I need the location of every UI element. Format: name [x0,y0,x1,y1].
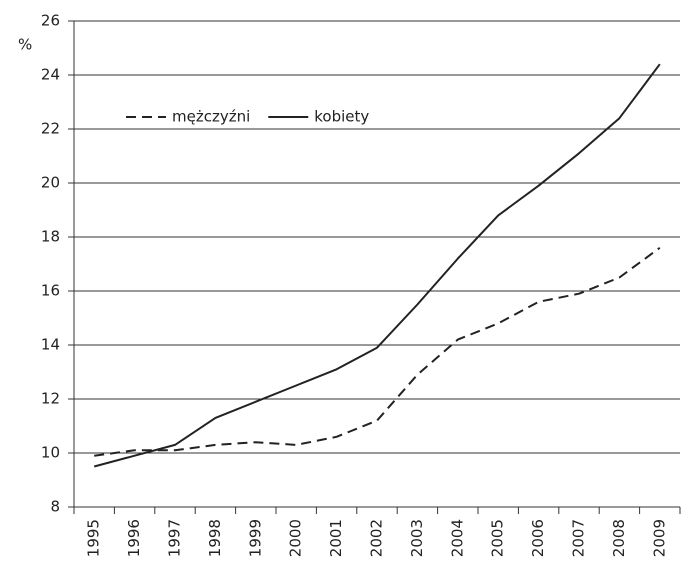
y-tick-label: 26 [41,12,60,30]
y-tick-label: 10 [41,444,60,462]
y-tick-label: 14 [41,336,60,354]
series-line [94,246,661,457]
x-tick-label: 1999 [246,519,264,557]
x-tick-label: 1995 [85,519,103,557]
x-tick-label: 2003 [408,519,426,557]
legend-label: kobiety [314,108,369,126]
series-line [93,63,661,468]
x-tick-label: 2006 [529,519,547,557]
x-tick-label: 2000 [287,519,305,557]
x-tick-label: 2001 [327,519,345,557]
x-tick-label: 2008 [610,519,628,557]
y-tick-label: 22 [41,120,60,138]
x-tick-label: 2004 [448,519,466,557]
y-tick-label: 24 [41,66,60,84]
y-tick-label: 16 [41,282,60,300]
x-tick-label: 1998 [206,519,224,557]
x-tick-label: 1996 [125,519,143,557]
x-tick-label: 2009 [650,519,668,557]
y-tick-label: 18 [41,228,60,246]
y-tick-label: 12 [41,390,60,408]
y-tick-label: 8 [50,498,60,516]
x-tick-label: 2007 [570,519,588,557]
x-tick-label: 2005 [489,519,507,557]
x-tick-label: 1997 [166,519,184,557]
y-tick-label: 20 [41,174,60,192]
legend-label: mężczyźni [172,108,250,126]
x-tick-label: 2002 [368,519,386,557]
y-axis-label: % [18,36,32,54]
